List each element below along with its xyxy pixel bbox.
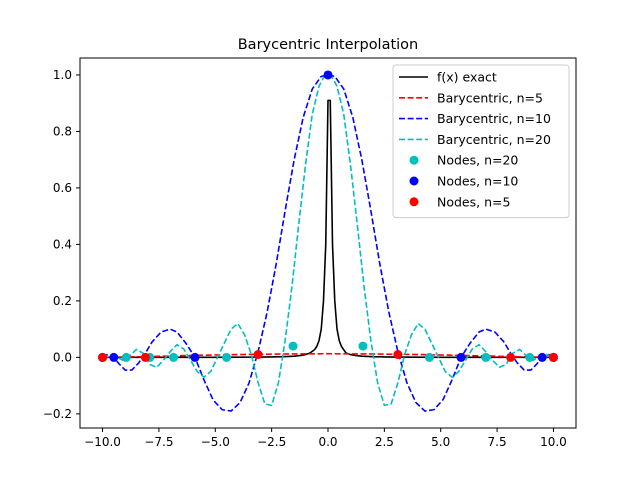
x-tick-label-0: −10.0 [84,435,121,449]
x-tick-label-5: 2.5 [375,435,394,449]
data-point-5-2 [190,352,200,362]
data-point-6-3 [393,350,403,360]
y-tick-label-2: 0.2 [53,294,72,308]
y-tick-label-4: 0.6 [53,181,72,195]
y-tick-label-0: −0.2 [43,407,72,421]
y-tick-label-5: 0.8 [53,125,72,139]
data-point-4-8 [481,352,491,362]
x-axis: −10.0 −7.5 −5.0 −2.5 0.0 2.5 5.0 7.5 10.0 [84,428,567,449]
legend-label-6: Nodes, n=5 [437,194,510,209]
data-point-6-5 [548,352,558,362]
data-point-5-3 [323,70,333,80]
data-point-5-4 [456,352,466,362]
data-point-4-9 [525,352,535,362]
legend-marker-6 [409,197,419,207]
chart-title: Barycentric Interpolation [238,37,419,53]
y-axis: −0.2 0.0 0.2 0.4 0.6 0.8 1.0 [43,68,80,421]
data-point-4-7 [424,352,434,362]
y-tick-label-6: 1.0 [53,68,72,82]
x-tick-label-8: 10.0 [540,435,567,449]
data-point-4-6 [358,341,368,351]
legend-label-5: Nodes, n=10 [437,174,518,189]
series-line-2 [102,74,554,412]
series-line-0 [102,99,554,359]
x-tick-label-7: 7.5 [488,435,507,449]
legend: f(x) exact Barycentric, n=5 Barycentric, n… [392,64,570,219]
legend-label-0: f(x) exact [437,70,497,85]
x-tick-label-2: −5.0 [201,435,230,449]
series-line-3 [102,74,554,407]
y-tick-label-1: 0.0 [53,351,72,365]
legend-box [392,64,570,219]
data-point-5-1 [109,352,119,362]
legend-label-1: Barycentric, n=5 [437,90,543,105]
x-tick-label-6: 5.0 [431,435,450,449]
data-point-6-4 [506,352,516,362]
data-point-5-5 [537,352,547,362]
data-point-4-4 [222,352,232,362]
y-tick-label-3: 0.4 [53,238,72,252]
data-point-6-0 [98,352,108,362]
plot-area [98,70,558,412]
legend-label-2: Barycentric, n=10 [437,111,551,126]
data-point-6-1 [140,352,150,362]
legend-marker-5 [409,176,419,186]
legend-label-3: Barycentric, n=20 [437,132,551,147]
series-line-1 [102,352,554,359]
data-point-4-5 [288,341,298,351]
x-tick-label-4: 0.0 [318,435,337,449]
data-point-4-3 [169,352,179,362]
data-point-4-1 [121,352,131,362]
data-point-6-2 [253,350,263,360]
x-tick-label-3: −2.5 [257,435,286,449]
legend-label-4: Nodes, n=20 [437,153,518,168]
legend-marker-4 [409,155,419,165]
x-tick-label-1: −7.5 [144,435,173,449]
